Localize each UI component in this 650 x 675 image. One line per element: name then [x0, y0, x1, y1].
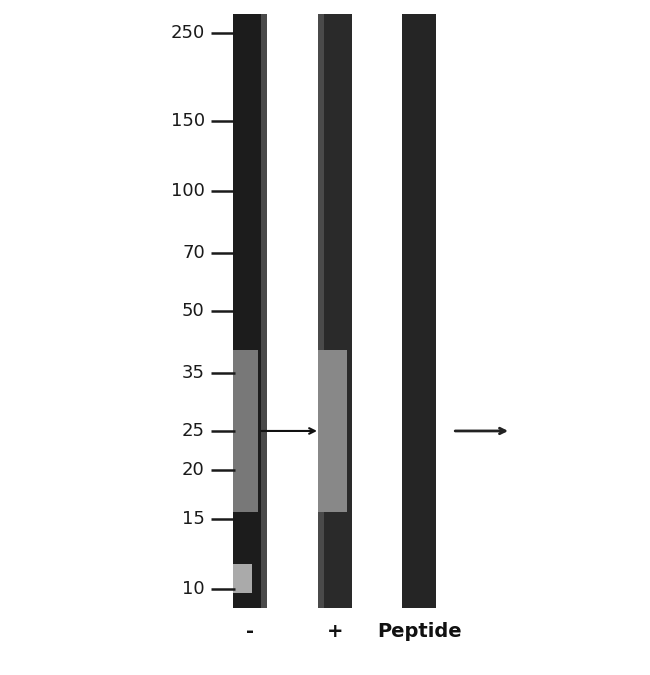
- Text: 25: 25: [182, 422, 205, 440]
- Bar: [318, 14, 324, 608]
- Bar: [318, 350, 346, 512]
- Text: -: -: [246, 622, 254, 641]
- Text: 15: 15: [182, 510, 205, 529]
- Bar: [318, 14, 352, 608]
- Text: 100: 100: [171, 182, 205, 200]
- Bar: [402, 14, 436, 608]
- Text: 250: 250: [170, 24, 205, 42]
- Bar: [233, 14, 267, 608]
- Bar: [267, 14, 318, 608]
- Bar: [233, 564, 252, 593]
- Text: 20: 20: [182, 460, 205, 479]
- Bar: [233, 350, 257, 512]
- Text: 35: 35: [182, 364, 205, 382]
- Text: Peptide: Peptide: [377, 622, 462, 641]
- Text: 50: 50: [182, 302, 205, 320]
- Text: 70: 70: [182, 244, 205, 262]
- Text: +: +: [326, 622, 343, 641]
- Text: 10: 10: [182, 580, 205, 598]
- Text: 150: 150: [170, 112, 205, 130]
- Bar: [261, 14, 267, 608]
